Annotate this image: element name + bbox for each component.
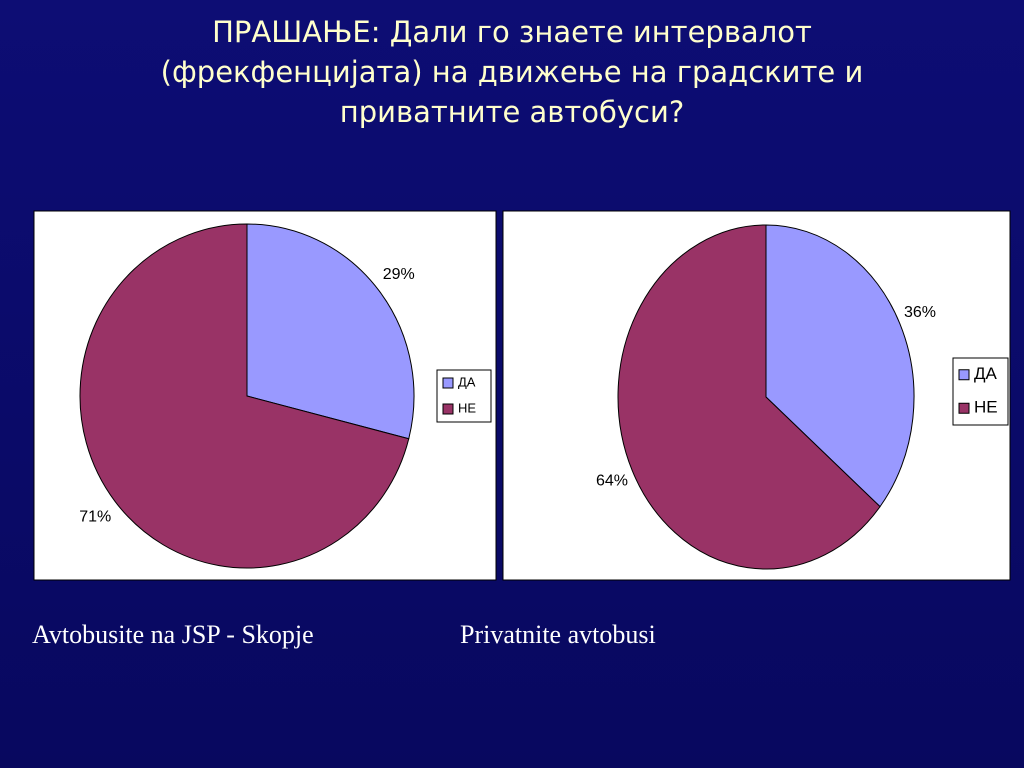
data-label: 64%	[596, 472, 628, 489]
legend-swatch	[958, 402, 970, 414]
data-label: 29%	[383, 266, 415, 283]
pie-slice	[79, 223, 410, 569]
legend-swatch	[958, 369, 970, 381]
legend-label: ДА	[458, 374, 476, 389]
pie-slice	[246, 223, 415, 440]
data-label: 36%	[904, 304, 936, 321]
pie-slice	[765, 224, 915, 508]
legend-swatch	[442, 377, 454, 389]
legend-label: ДА	[974, 364, 998, 383]
chart-caption: Avtobusite na JSP - Skopje	[32, 620, 314, 649]
legend	[952, 357, 1009, 426]
data-label: 71%	[79, 508, 111, 525]
legend-label: НЕ	[458, 400, 476, 415]
legend-swatch	[442, 403, 454, 415]
pie-slice	[617, 224, 881, 570]
chart-caption: Privatnite avtobusi	[460, 620, 656, 649]
slide-title: ПРАШАЊЕ: Дали го знаете интервалот (фрек…	[160, 15, 864, 129]
legend-label: НЕ	[974, 398, 998, 417]
